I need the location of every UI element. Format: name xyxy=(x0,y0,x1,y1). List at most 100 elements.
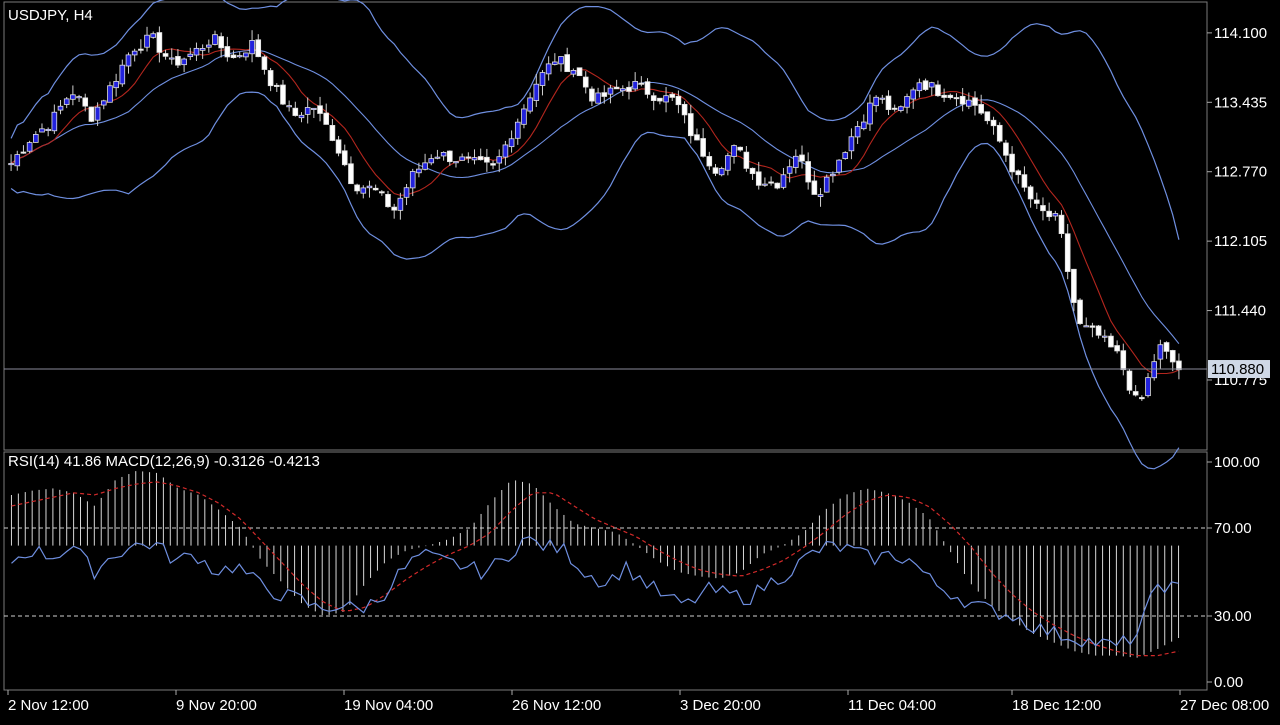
candle-body xyxy=(51,111,58,132)
candle-body xyxy=(941,94,947,98)
candle-body xyxy=(830,173,836,177)
candle-body xyxy=(793,155,799,168)
candle-body xyxy=(867,102,873,125)
candle-body xyxy=(131,50,138,56)
candle-body xyxy=(14,154,21,167)
candle-body xyxy=(996,124,1003,142)
candle-body xyxy=(762,183,768,186)
indicator-tick-label: 100.00 xyxy=(1214,454,1260,471)
candle-body xyxy=(552,61,558,65)
price-series-layer xyxy=(4,0,1207,470)
candle-body xyxy=(706,156,713,167)
candle-body xyxy=(181,58,187,66)
candle-body xyxy=(236,55,243,58)
candle-body xyxy=(292,107,299,116)
candle-body xyxy=(854,126,861,138)
macd-signal-line xyxy=(11,481,1179,657)
candle-body xyxy=(817,194,824,197)
candle-body xyxy=(626,86,632,92)
candle-body xyxy=(280,84,286,105)
current-price-label: 110.880 xyxy=(1211,361,1264,378)
candle-body xyxy=(904,96,910,108)
candle-body xyxy=(403,187,410,198)
candle-body xyxy=(928,82,935,88)
candle-body xyxy=(1095,325,1102,336)
candle-body xyxy=(385,193,391,208)
candle-body xyxy=(731,145,737,157)
candle-body xyxy=(70,94,76,100)
candle-body xyxy=(823,176,830,193)
candle-body xyxy=(144,34,150,48)
candle-body xyxy=(539,72,546,86)
candle-body xyxy=(576,67,583,77)
candle-body xyxy=(391,206,397,211)
price-tick-label: 113.435 xyxy=(1214,94,1267,111)
candle-body xyxy=(1009,153,1015,173)
candle-body xyxy=(286,105,292,108)
candle-body xyxy=(249,39,255,55)
candle-body xyxy=(329,125,336,141)
bollinger-middle-line xyxy=(10,49,1180,345)
candle-body xyxy=(860,121,867,130)
candle-body xyxy=(780,174,787,188)
candle-body xyxy=(20,151,27,154)
candle-body xyxy=(1015,170,1022,176)
candle-body xyxy=(891,107,898,110)
candle-body xyxy=(885,95,892,110)
candle-body xyxy=(527,97,533,112)
candle-body xyxy=(125,54,132,67)
candle-body xyxy=(1139,397,1145,400)
indicator-title: RSI(14) 41.86 MACD(12,26,9) -0.3126 -0.4… xyxy=(8,453,320,470)
candle-body xyxy=(811,180,818,195)
candle-body xyxy=(774,182,781,189)
candle-body xyxy=(959,95,966,105)
candle-body xyxy=(94,106,101,121)
candle-body xyxy=(82,97,89,107)
candle-body xyxy=(681,103,688,116)
candle-body xyxy=(632,81,638,90)
candle-body xyxy=(613,86,620,90)
candle-body xyxy=(162,53,169,57)
candle-body xyxy=(1132,391,1139,396)
candle-body xyxy=(26,142,33,152)
time-tick-label: 19 Nov 04:00 xyxy=(344,697,433,714)
candle-body xyxy=(694,134,700,141)
bollinger-lower-line xyxy=(10,91,1180,470)
indicator-tick-label: 70.00 xyxy=(1214,520,1252,537)
candle-body xyxy=(558,56,564,65)
price-tick-label: 112.770 xyxy=(1214,164,1267,181)
candle-body xyxy=(88,106,95,122)
candle-body xyxy=(1176,360,1182,371)
candle-body xyxy=(298,114,305,119)
price-tick-label: 112.105 xyxy=(1214,233,1267,250)
candle-body xyxy=(879,97,886,100)
candle-body xyxy=(712,167,719,174)
candle-body xyxy=(113,81,119,89)
candle-body xyxy=(1033,199,1040,204)
candle-body xyxy=(650,95,657,101)
candle-body xyxy=(1058,214,1065,235)
candle-body xyxy=(1027,186,1034,200)
candle-body xyxy=(675,95,682,106)
candle-body xyxy=(453,161,459,164)
candle-body xyxy=(1169,350,1176,363)
bollinger-upper-line xyxy=(10,0,1180,240)
candle-body xyxy=(397,197,404,211)
candle-body xyxy=(1021,174,1028,188)
candle-body xyxy=(428,158,435,164)
candle-body xyxy=(459,156,465,161)
candle-body xyxy=(1126,370,1133,391)
rsi-line xyxy=(11,536,1179,648)
candle-body xyxy=(533,83,540,101)
candle-body xyxy=(669,93,676,98)
candle-body xyxy=(63,98,70,105)
candle-body xyxy=(589,88,595,102)
indicator-series-layer xyxy=(4,471,1207,658)
candle-body xyxy=(45,128,51,131)
candle-body xyxy=(311,107,317,110)
candle-body xyxy=(1114,345,1120,352)
indicator-tick-label: 30.00 xyxy=(1214,608,1252,625)
candle-body xyxy=(212,34,218,45)
